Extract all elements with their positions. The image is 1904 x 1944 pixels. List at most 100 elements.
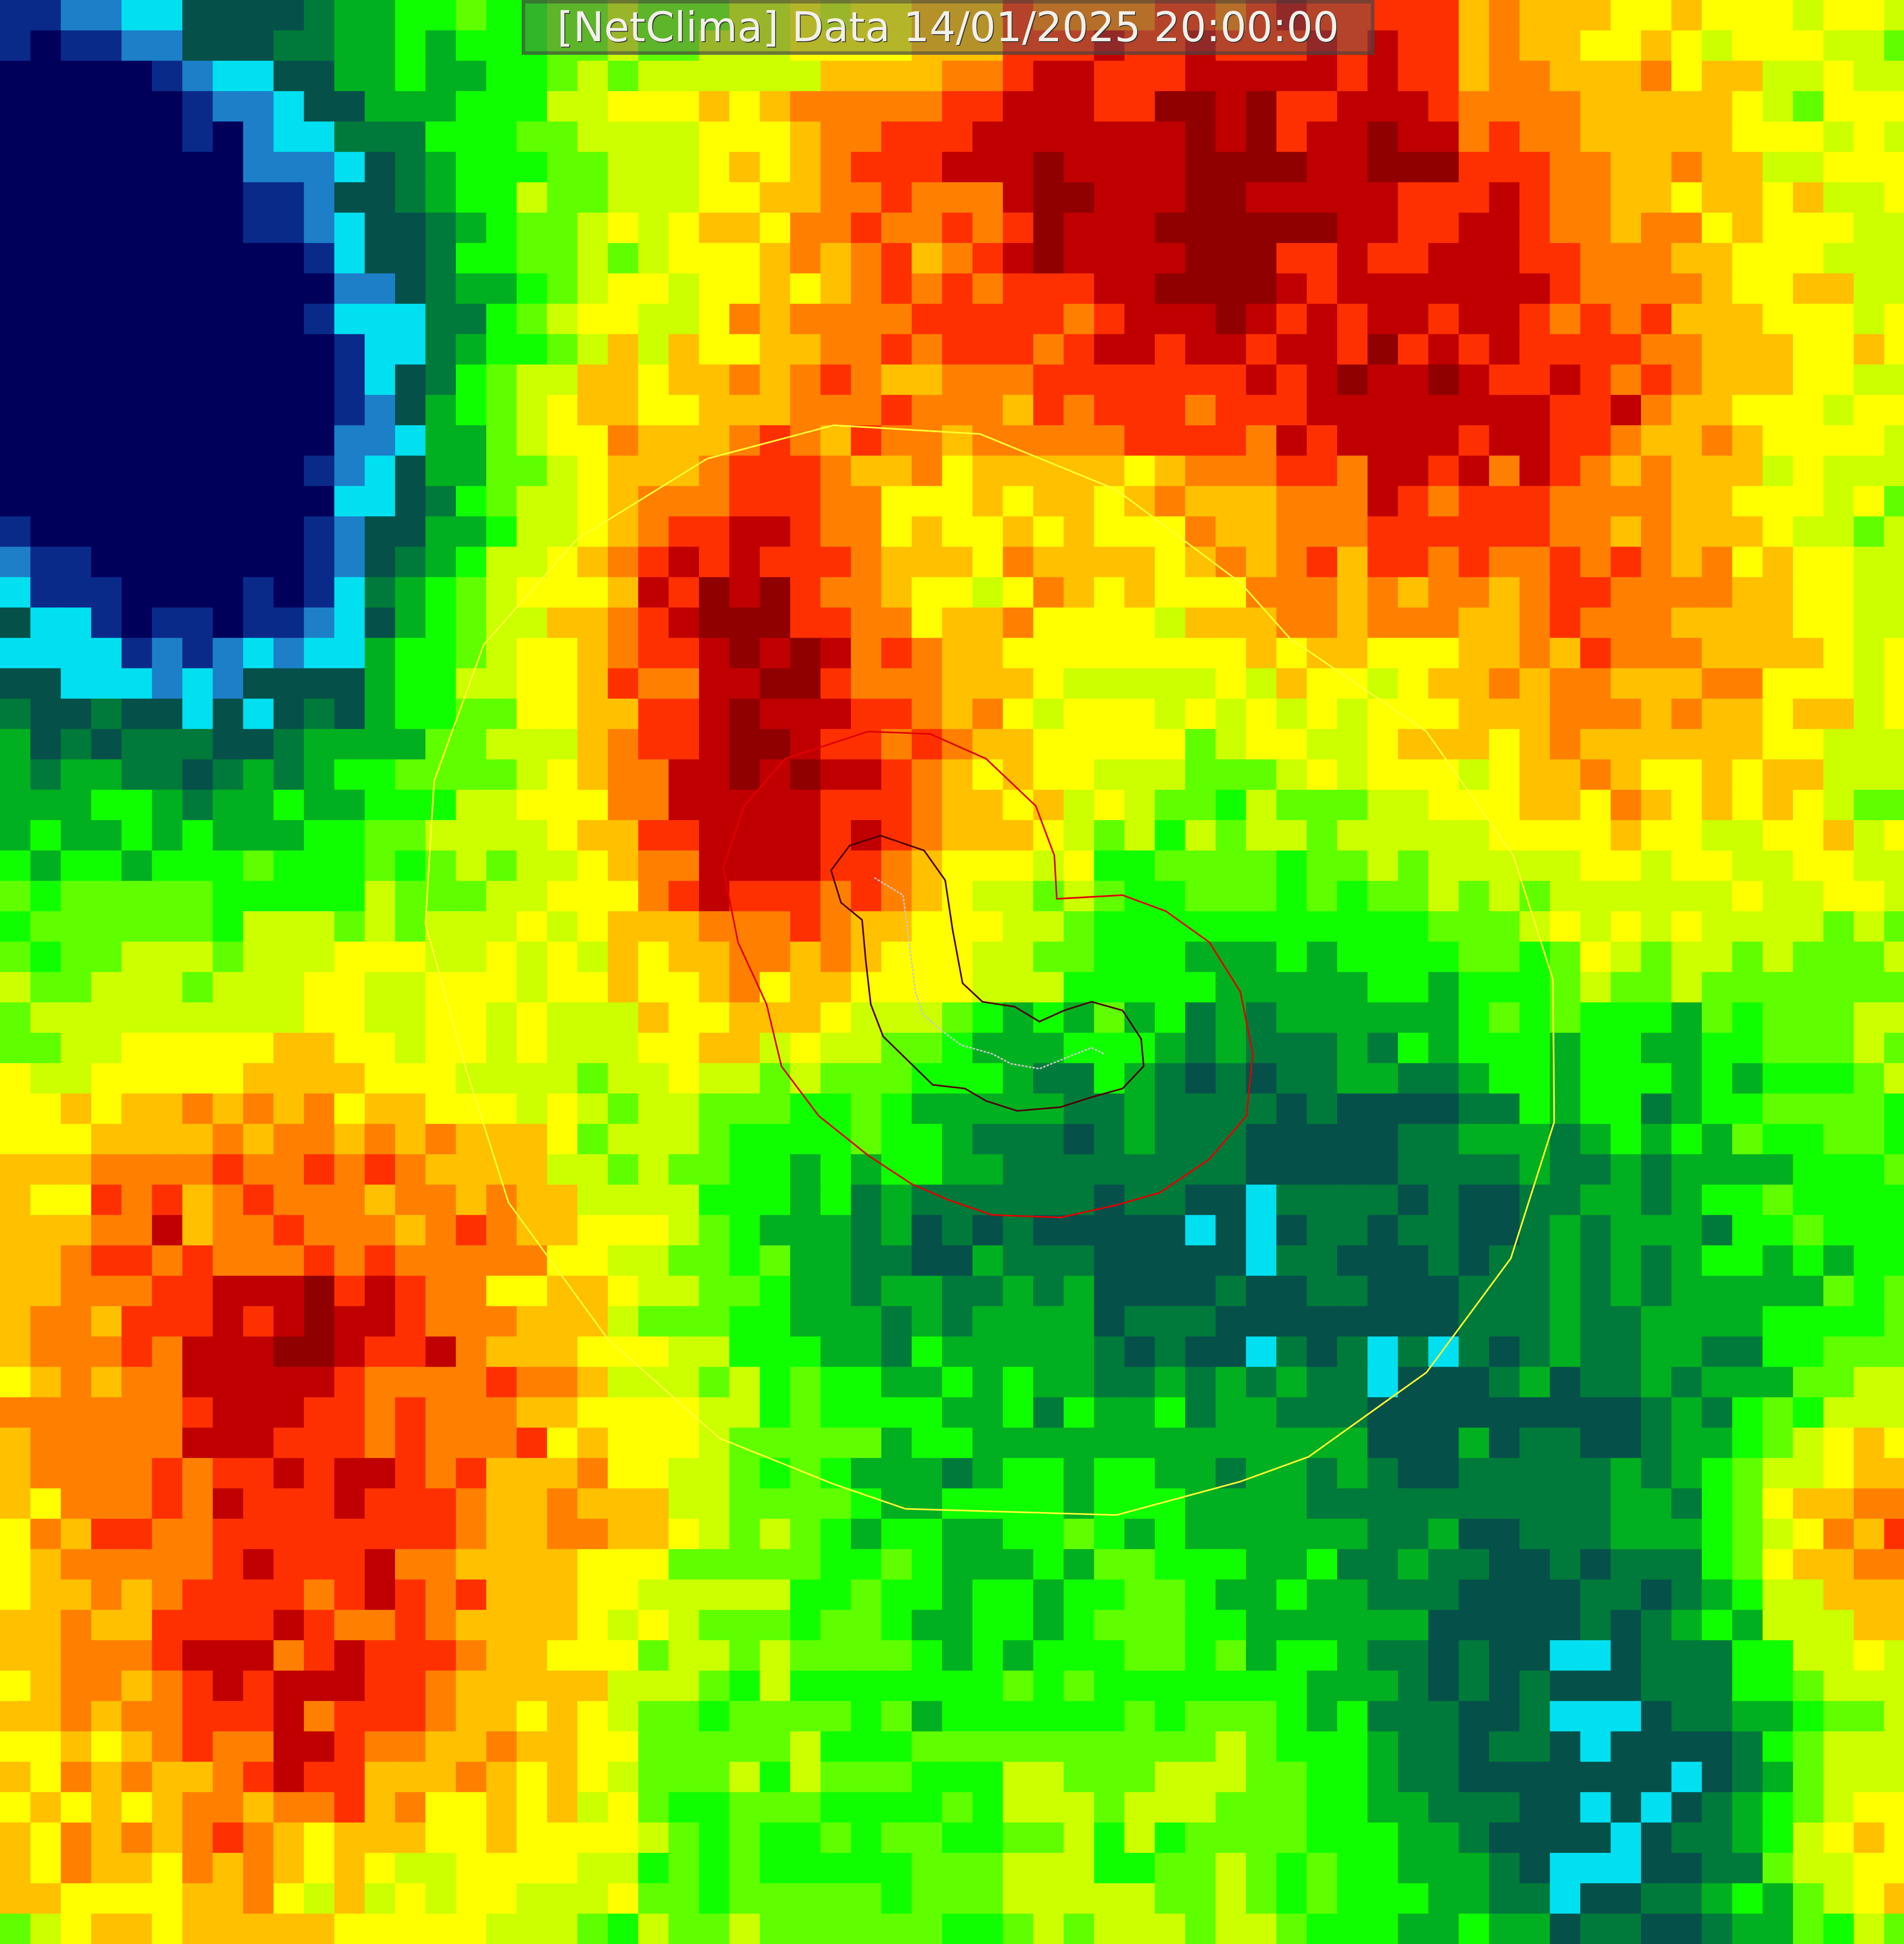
heatmap-cell xyxy=(942,1336,973,1368)
heatmap-cell xyxy=(1124,303,1156,335)
heatmap-cell xyxy=(729,1549,761,1581)
heatmap-cell xyxy=(699,425,730,457)
heatmap-cell xyxy=(1003,1336,1034,1368)
heatmap-cell xyxy=(273,1579,305,1611)
heatmap-cell xyxy=(1762,1427,1794,1459)
heatmap-cell xyxy=(638,364,669,396)
heatmap-cell xyxy=(1854,1701,1885,1732)
heatmap-cell xyxy=(608,607,639,639)
heatmap-cell xyxy=(608,1762,639,1793)
heatmap-cell xyxy=(1550,942,1581,973)
heatmap-cell xyxy=(699,1731,730,1763)
heatmap-cell xyxy=(608,516,639,548)
heatmap-cell xyxy=(1732,668,1764,700)
heatmap-cell xyxy=(1884,273,1904,305)
heatmap-cell xyxy=(1459,1883,1490,1915)
heatmap-cell xyxy=(1246,577,1278,608)
heatmap-cell xyxy=(1337,1002,1369,1034)
heatmap-cell xyxy=(1276,273,1308,305)
heatmap-cell xyxy=(243,182,274,213)
heatmap-cell xyxy=(1155,1033,1186,1064)
heatmap-cell xyxy=(759,1427,791,1459)
heatmap-cell xyxy=(1732,1033,1764,1064)
heatmap-cell xyxy=(182,1063,214,1095)
heatmap-cell xyxy=(911,1033,943,1064)
heatmap-cell xyxy=(881,1731,913,1763)
heatmap-cell xyxy=(1155,942,1186,973)
heatmap-cell xyxy=(729,121,761,153)
heatmap-cell xyxy=(820,1276,852,1307)
heatmap-cell xyxy=(1580,1640,1612,1672)
heatmap-cell xyxy=(972,1762,1004,1793)
heatmap-cell xyxy=(1155,972,1186,1003)
heatmap-cell xyxy=(1428,1670,1459,1702)
heatmap-cell xyxy=(486,364,518,396)
heatmap-cell xyxy=(425,759,457,791)
heatmap-cell xyxy=(972,1245,1004,1277)
heatmap-cell xyxy=(0,273,32,305)
heatmap-cell xyxy=(1823,425,1855,457)
heatmap-cell xyxy=(851,972,882,1003)
heatmap-cell xyxy=(942,729,973,761)
heatmap-cell xyxy=(1185,1670,1217,1702)
heatmap-cell xyxy=(516,942,548,973)
heatmap-cell xyxy=(61,1397,92,1429)
heatmap-cell xyxy=(456,1518,487,1550)
heatmap-cell xyxy=(91,1276,122,1307)
heatmap-cell xyxy=(1124,1184,1156,1216)
heatmap-cell xyxy=(972,1123,1004,1155)
heatmap-cell xyxy=(577,334,609,366)
heatmap-cell xyxy=(1762,425,1794,457)
heatmap-cell xyxy=(851,1033,882,1064)
heatmap-cell xyxy=(1732,394,1764,426)
heatmap-cell xyxy=(669,1033,700,1064)
heatmap-cell xyxy=(1094,91,1125,122)
heatmap-cell xyxy=(911,364,943,396)
heatmap-cell xyxy=(1854,789,1885,821)
heatmap-cell xyxy=(1276,1002,1308,1034)
heatmap-cell xyxy=(1489,1822,1520,1854)
heatmap-cell xyxy=(547,1701,578,1732)
heatmap-cell xyxy=(364,820,396,852)
heatmap-cell xyxy=(1064,698,1095,730)
heatmap-cell xyxy=(1793,1762,1824,1793)
heatmap-cell xyxy=(30,334,62,366)
heatmap-cell xyxy=(364,303,396,335)
heatmap-cell xyxy=(699,1579,730,1611)
heatmap-cell xyxy=(1671,1306,1703,1337)
heatmap-cell xyxy=(790,1276,822,1307)
heatmap-cell xyxy=(1094,1853,1125,1884)
heatmap-cell xyxy=(790,1731,822,1763)
heatmap-cell xyxy=(1793,1822,1824,1854)
heatmap-cell xyxy=(1064,364,1095,396)
heatmap-cell xyxy=(1823,303,1855,335)
heatmap-cell xyxy=(516,1184,548,1216)
heatmap-cell xyxy=(1701,1033,1733,1064)
heatmap-cell xyxy=(669,1123,700,1155)
heatmap-cell xyxy=(972,1792,1004,1823)
heatmap-cell xyxy=(30,1336,62,1368)
heatmap-cell xyxy=(486,1822,518,1854)
heatmap-cell xyxy=(759,1002,791,1034)
heatmap-cell xyxy=(1337,1853,1369,1884)
heatmap-cell xyxy=(61,1367,92,1398)
heatmap-cell xyxy=(1762,638,1794,669)
heatmap-cell xyxy=(1367,455,1399,487)
heatmap-cell xyxy=(1793,607,1824,639)
heatmap-cell xyxy=(851,759,882,791)
heatmap-cell xyxy=(1064,1640,1095,1672)
heatmap-cell xyxy=(1732,486,1764,517)
heatmap-cell xyxy=(881,91,913,122)
heatmap-cell xyxy=(729,394,761,426)
heatmap-cell xyxy=(547,577,578,608)
heatmap-cell xyxy=(516,1822,548,1854)
heatmap-cell xyxy=(273,1063,305,1095)
heatmap-cell xyxy=(1276,850,1308,882)
heatmap-cell xyxy=(759,1670,791,1702)
heatmap-cell xyxy=(243,820,274,852)
heatmap-cell xyxy=(1823,243,1855,274)
heatmap-cell xyxy=(1793,152,1824,183)
heatmap-cell xyxy=(699,1397,730,1429)
heatmap-cell xyxy=(729,1427,761,1459)
heatmap-cell xyxy=(1671,1579,1703,1611)
